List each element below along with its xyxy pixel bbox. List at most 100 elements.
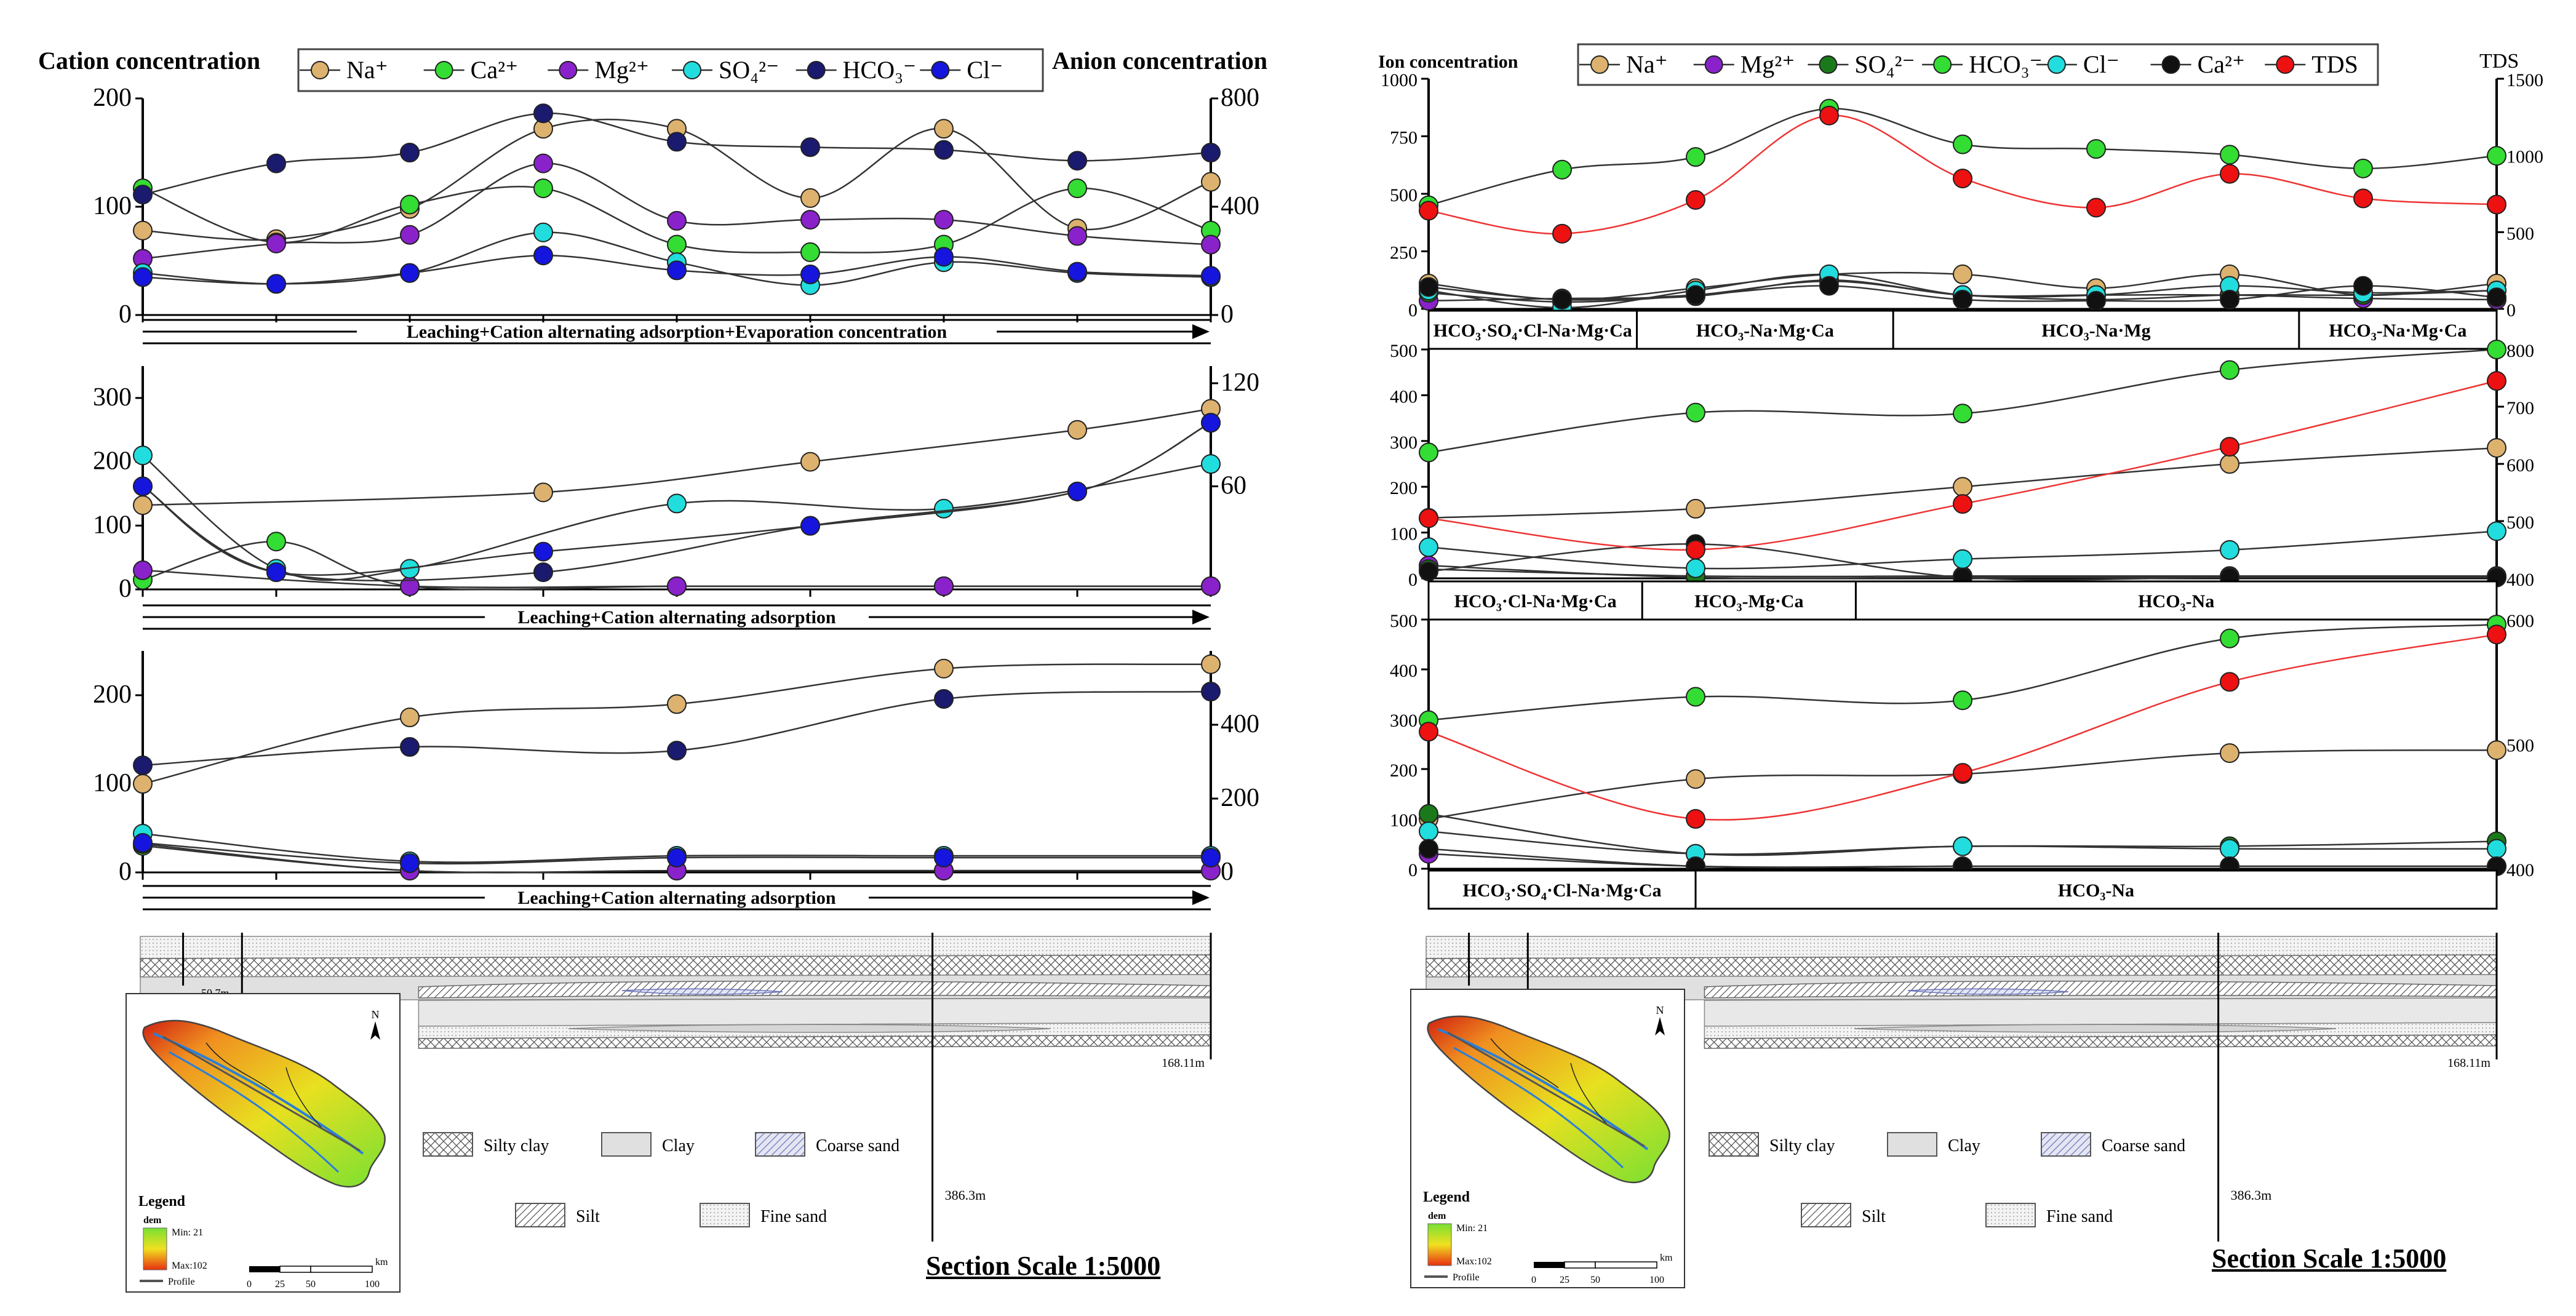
legend-label: HCO₃⁻ [1969, 50, 2043, 78]
hydro-band [1427, 580, 2498, 621]
data-point [1419, 561, 1438, 581]
process-arrow-head [1192, 324, 1210, 339]
left_figure-panel-1: 0 100 200 0 400 800 Leaching+Cation alternatin… [93, 84, 1259, 345]
right_figure-panel-1: 0 250 500 750 1000 0 500 1000 1500 HCO₃·SO₄·Cl-Na… [1381, 70, 2543, 350]
lithology-swatch [1985, 1203, 2036, 1227]
data-point [1419, 537, 1438, 557]
series-line-HCO₃⁻ [1428, 108, 2497, 206]
right-tick-label: 60 [1221, 471, 1246, 500]
data-point [2487, 521, 2506, 541]
data-point [2487, 740, 2506, 760]
data-point [1953, 494, 1972, 514]
hydro-type-label: HCO₃-Mg·Ca [1694, 591, 1803, 612]
data-point [800, 188, 820, 208]
hydro-type-label: HCO₃-Na [2058, 880, 2134, 901]
left-tick-label: 500 [1390, 611, 1418, 631]
north-arrow-icon [370, 1021, 380, 1040]
data-point [2487, 437, 2506, 458]
lithology-swatch [2041, 1132, 2091, 1157]
data-point [800, 210, 820, 230]
hydro-type-label: HCO₃-Na·Mg·Ca [2329, 321, 2466, 341]
left-tick-label: 0 [1408, 300, 1418, 321]
hydro-type-label: HCO₃·Cl-Na·Mg·Ca [1454, 591, 1617, 612]
left-tick-label: 100 [93, 192, 132, 220]
data-point [1419, 201, 1438, 221]
dem-max-label: Max:102 [1456, 1256, 1492, 1267]
left-tick-label: 200 [93, 680, 132, 709]
data-point [800, 137, 820, 158]
profile-line [162, 1035, 361, 1152]
left-tick-label: 200 [93, 84, 132, 112]
legend-marker [559, 61, 578, 79]
data-point [133, 756, 153, 775]
data-point [800, 242, 820, 262]
scale-tick-label: 0 [247, 1279, 252, 1290]
data-point [133, 445, 153, 466]
lithology-swatch [515, 1203, 565, 1227]
legend-marker [931, 61, 950, 79]
process-label-bg [485, 888, 869, 907]
hydro-type-label: HCO₃-Na·Mg [2041, 321, 2150, 341]
lithology-swatch [601, 1132, 652, 1157]
data-point [934, 658, 954, 679]
dem-min-label: Min: 21 [172, 1227, 203, 1238]
lithology-label: Silty clay [484, 1136, 549, 1155]
hydro-type-label: HCO₃-Na [2138, 591, 2214, 612]
legend-marker [1590, 55, 1609, 74]
right-tick-label: 0 [2506, 300, 2516, 321]
legend-label: Mg²⁺ [594, 56, 649, 84]
clay-layer-2 [418, 997, 1211, 1027]
clay-lens [568, 1024, 1051, 1033]
data-point [1686, 540, 1705, 560]
data-point [2487, 839, 2506, 859]
right-tick-label: 500 [2506, 736, 2534, 756]
data-point [667, 132, 687, 152]
data-point [133, 185, 153, 205]
data-point [667, 694, 687, 714]
right-tick-label: 800 [2506, 341, 2534, 361]
right-tick-label: 500 [2506, 223, 2534, 244]
data-point [2220, 437, 2239, 457]
left_figure-location-map: N Legend dem Min: 21 Max:102 Profile km 0 25 50 10… [126, 993, 401, 1293]
left-tick-label: 0 [119, 300, 132, 329]
legend-label: SO₄²⁻ [1854, 50, 1915, 78]
data-point [1953, 404, 1972, 424]
data-point [934, 140, 954, 160]
series-line-Na⁺ [142, 408, 1211, 506]
hydro-type-label: HCO₃·SO₄·Cl-Na·Mg·Ca [1463, 880, 1662, 901]
data-point [1067, 151, 1087, 171]
data-point [1953, 169, 1972, 189]
left-tick-label: 1000 [1381, 70, 1418, 90]
process-label-bg [357, 322, 997, 341]
data-point [400, 708, 420, 727]
data-point [2353, 276, 2373, 296]
north-label: N [372, 1008, 380, 1021]
data-point [2220, 290, 2239, 310]
data-point [800, 452, 820, 472]
series-line-Na⁺ [142, 663, 1211, 785]
basin-dem-map [142, 1019, 386, 1188]
data-point [934, 689, 954, 709]
lithology-swatch [755, 1132, 805, 1157]
map-legend-title: Legend [138, 1194, 186, 1210]
data-point [133, 267, 153, 287]
scale-bar [1595, 1261, 1657, 1269]
left-tick-label: 250 [1390, 243, 1418, 263]
borehole-depth-label: 386.3m [945, 1187, 986, 1203]
scale-bar [249, 1266, 280, 1272]
data-point [667, 848, 687, 867]
right_figure-location-map: N Legend dem Min: 21 Max:102 Profile km 0 25 50 10… [1410, 989, 1685, 1288]
right_figure-legend: Na⁺ Mg²⁺ SO₄²⁻ HCO₃⁻ Cl⁻ Ca²⁺ TDS [1577, 43, 2379, 86]
silt-layer [418, 980, 1211, 999]
data-point [2487, 146, 2506, 166]
data-point [1686, 809, 1705, 829]
lithology-swatch [700, 1203, 750, 1227]
left-tick-label: 400 [1390, 386, 1418, 407]
lithology-swatch [1801, 1203, 1851, 1227]
dem-min-label: Min: 21 [1456, 1223, 1488, 1234]
data-point [1953, 836, 1972, 856]
data-point [1201, 454, 1221, 474]
data-point [1201, 576, 1221, 596]
data-point [533, 103, 553, 124]
data-point [133, 774, 153, 794]
